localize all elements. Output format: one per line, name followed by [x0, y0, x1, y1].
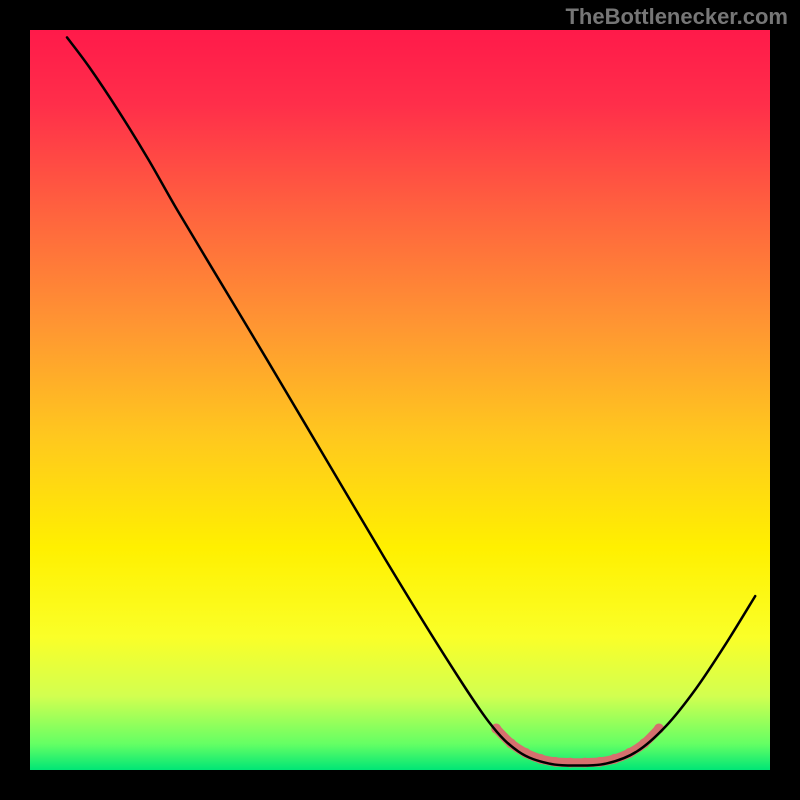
plot-background — [30, 30, 770, 770]
bottleneck-chart: TheBottlenecker.com — [0, 0, 800, 800]
chart-svg — [0, 0, 800, 800]
watermark-text: TheBottlenecker.com — [565, 4, 788, 30]
